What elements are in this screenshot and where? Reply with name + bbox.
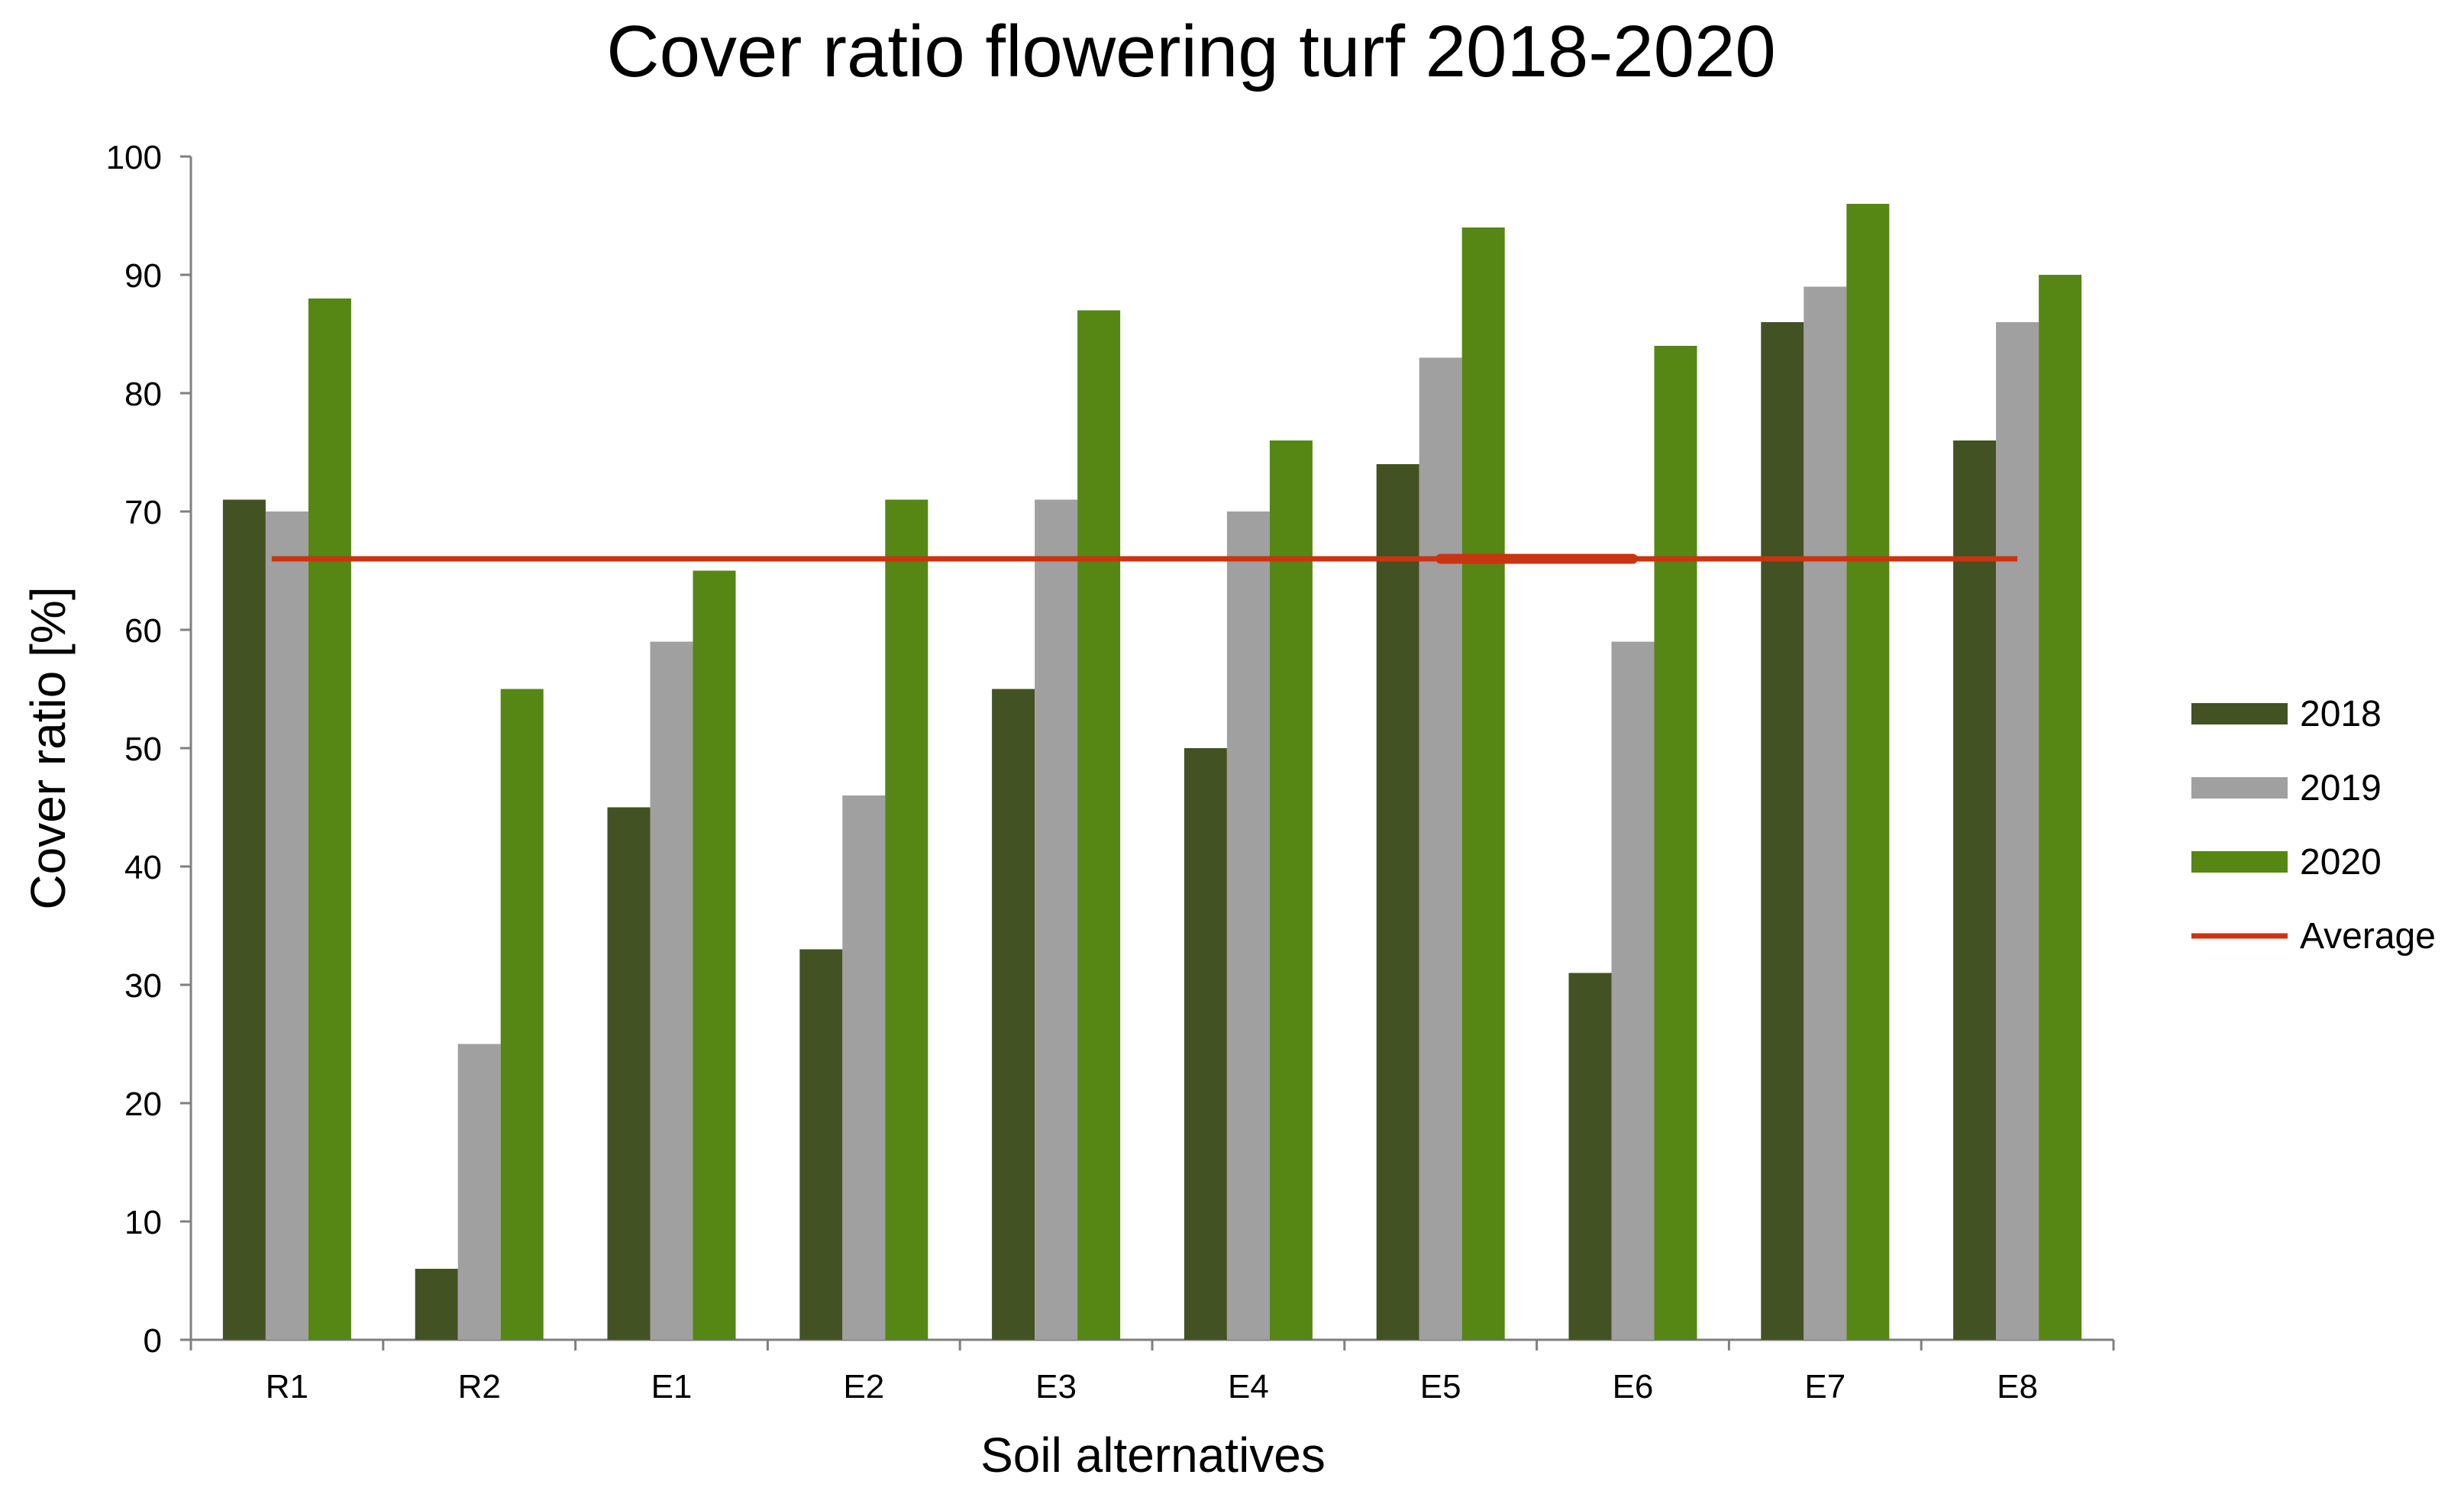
bar — [799, 949, 843, 1340]
legend-label: 2018 — [2300, 694, 2382, 734]
bar — [500, 689, 544, 1340]
legend-swatch — [2191, 851, 2288, 873]
bar — [842, 795, 886, 1340]
x-tick-label: R2 — [458, 1368, 501, 1405]
y-axis-ticks: 0 10 20 30 40 50 60 70 80 90 100 — [106, 139, 191, 1360]
x-tick-label: E2 — [843, 1368, 884, 1405]
legend-swatch — [2191, 777, 2288, 799]
x-tick-label: E7 — [1804, 1368, 1846, 1405]
bar — [1996, 322, 2039, 1340]
x-tick-label: E4 — [1228, 1368, 1269, 1405]
bars — [222, 204, 2082, 1340]
bar — [992, 689, 1035, 1340]
bar — [1953, 440, 1997, 1340]
bar — [1035, 499, 1078, 1340]
bar — [265, 511, 308, 1340]
bar — [308, 298, 351, 1340]
bar — [607, 807, 651, 1340]
bar — [1611, 641, 1655, 1340]
y-tick-label: 10 — [124, 1204, 162, 1241]
legend-swatch — [2191, 703, 2288, 724]
bar — [415, 1269, 458, 1340]
legend-label: 2020 — [2300, 842, 2382, 883]
bar — [1077, 310, 1121, 1340]
bar — [650, 641, 693, 1340]
x-tick-label: E8 — [1997, 1368, 2038, 1405]
bar — [1376, 464, 1419, 1340]
y-tick-label: 60 — [124, 612, 162, 650]
bar — [1226, 511, 1270, 1340]
bar — [2039, 275, 2082, 1340]
bar — [693, 570, 736, 1340]
legend-label: Average — [2300, 916, 2436, 957]
legend: 2018 2019 2020 Average — [2191, 694, 2436, 957]
bar — [1184, 748, 1227, 1340]
bar — [1654, 346, 1697, 1340]
bar — [1568, 973, 1612, 1340]
x-tick-label: E1 — [651, 1368, 693, 1405]
bar — [1269, 440, 1313, 1340]
bar — [1419, 357, 1462, 1340]
y-tick-label: 90 — [124, 257, 162, 295]
x-tick-label: E5 — [1420, 1368, 1461, 1405]
x-axis-ticks: R1 R2 E1 E2 E3 E4 E5 E6 E7 E8 — [189, 1340, 2115, 1405]
y-tick-label: 80 — [124, 376, 162, 413]
legend-label: 2019 — [2300, 768, 2382, 808]
y-tick-label: 100 — [106, 139, 162, 176]
bar — [222, 499, 266, 1340]
y-tick-label: 50 — [124, 731, 162, 768]
y-axis-label: Cover ratio [%] — [21, 586, 76, 909]
x-tick-label: E3 — [1035, 1368, 1077, 1405]
x-tick-label: E6 — [1613, 1368, 1654, 1405]
chart-title: Cover ratio flowering turf 2018-2020 — [606, 11, 1776, 92]
bar — [1461, 227, 1505, 1340]
y-tick-label: 30 — [124, 967, 162, 1005]
bar — [885, 499, 928, 1340]
x-tick-label: R1 — [266, 1368, 308, 1405]
bar — [1804, 286, 1847, 1340]
y-tick-label: 0 — [144, 1322, 162, 1360]
x-axis-label: Soil alternatives — [980, 1428, 1326, 1483]
y-tick-label: 40 — [124, 849, 162, 886]
y-tick-label: 70 — [124, 494, 162, 531]
y-tick-label: 20 — [124, 1086, 162, 1123]
bar — [1846, 204, 1890, 1340]
bar — [457, 1044, 501, 1340]
bar — [1761, 322, 1804, 1340]
